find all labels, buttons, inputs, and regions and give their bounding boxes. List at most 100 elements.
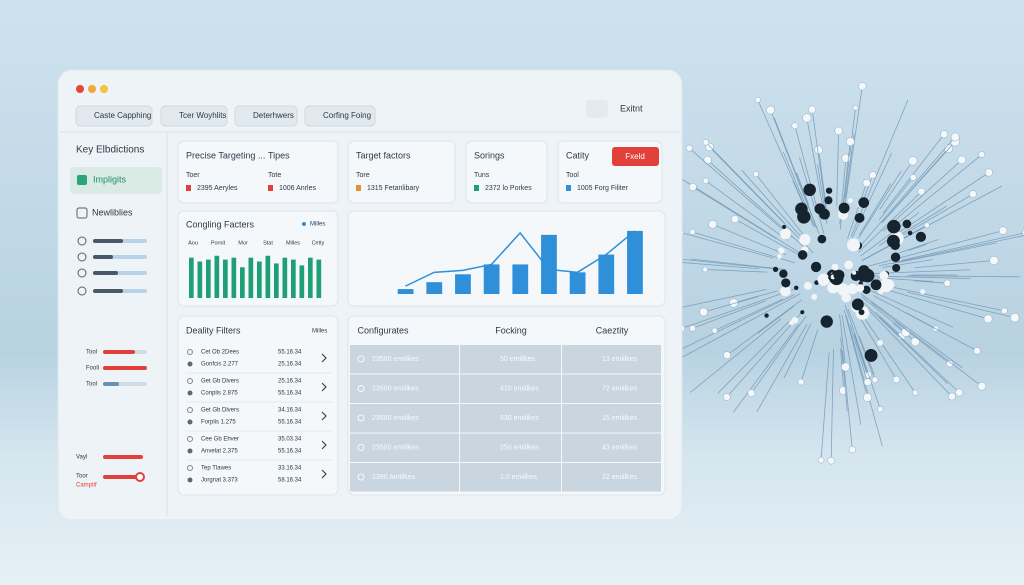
- network-edge: [705, 141, 785, 224]
- slider-track: [103, 455, 143, 459]
- row-number: 25.16.34: [278, 362, 302, 368]
- table-cell-text: 15 emiilkes: [602, 415, 638, 422]
- slider-fill: [93, 289, 123, 293]
- chevron[interactable]: [321, 440, 327, 450]
- bar: [240, 267, 245, 298]
- row-radio[interactable]: [357, 473, 365, 481]
- tab[interactable]: [160, 105, 228, 127]
- network-edge: [690, 258, 787, 270]
- slider-icon: [77, 236, 87, 246]
- network-core-node: [777, 254, 782, 259]
- column-label: Milles: [286, 240, 300, 246]
- row-radio[interactable]: [357, 414, 365, 422]
- row-radio[interactable]: [357, 385, 365, 392]
- nav-item[interactable]: Newliblies: [92, 207, 133, 217]
- network-node: [685, 144, 693, 152]
- tab[interactable]: [304, 105, 376, 127]
- bar: [627, 230, 643, 294]
- network-edge: [882, 133, 945, 214]
- chevron[interactable]: [321, 353, 327, 363]
- row-number: 55.16.34: [278, 350, 302, 356]
- bar: [265, 255, 271, 298]
- table-header: Configurates: [357, 325, 409, 335]
- network-edge: [862, 175, 874, 202]
- table-cell-text: 23500 emiilkes: [372, 444, 419, 451]
- window-dot: [76, 85, 84, 93]
- network-node: [908, 156, 918, 166]
- row-number: 58.16.34: [278, 478, 302, 484]
- table-cell: [562, 463, 661, 492]
- export-button[interactable]: Exitnt: [620, 103, 643, 113]
- table-cell-text: 2390 Amiilkes: [372, 474, 416, 481]
- network-core-node: [858, 197, 870, 208]
- nav-item[interactable]: Impligits: [93, 174, 127, 184]
- list-legend: Milles: [312, 329, 327, 335]
- network-node: [702, 266, 709, 273]
- tab[interactable]: [234, 105, 298, 127]
- network-edge: [908, 244, 927, 251]
- network-edge: [865, 288, 954, 328]
- network-node: [708, 220, 717, 229]
- network-core-node: [795, 202, 808, 216]
- tab-label[interactable]: Tcer Woyhlits: [179, 111, 226, 120]
- tab-label[interactable]: Corfing Foing: [323, 111, 371, 120]
- network-edge: [714, 298, 784, 331]
- row-radio[interactable]: [357, 355, 365, 363]
- network-edge: [894, 321, 951, 364]
- tab-label[interactable]: Caste Capphing: [94, 111, 151, 120]
- bar: [455, 274, 471, 294]
- slider-knob[interactable]: [135, 472, 145, 482]
- network-core-node: [772, 266, 779, 273]
- card-label: Toer: [186, 172, 200, 179]
- window-dot: [100, 85, 108, 93]
- button-label[interactable]: Fxeld: [625, 152, 645, 161]
- table-cell: [460, 345, 561, 374]
- table-cell-text: 1.0 emiilkes: [500, 474, 537, 481]
- row-number: 55.16.34: [278, 449, 302, 455]
- network-node: [978, 151, 986, 158]
- network-node: [877, 406, 884, 413]
- network-edge: [667, 293, 801, 366]
- icon-button[interactable]: [586, 100, 608, 118]
- table-cell: [350, 433, 459, 462]
- network-node: [1001, 307, 1008, 315]
- network-node: [983, 314, 993, 324]
- network-node: [940, 130, 949, 139]
- chevron[interactable]: [321, 382, 327, 392]
- legend-label: Milles: [310, 222, 325, 228]
- network-edge: [703, 296, 759, 313]
- network-edge: [896, 239, 939, 255]
- column-label: Cetty: [312, 240, 325, 246]
- chevron[interactable]: [321, 469, 327, 479]
- column-label: Stat: [263, 240, 273, 246]
- network-node: [711, 327, 718, 334]
- network-edge: [895, 193, 974, 240]
- chevron[interactable]: [321, 411, 327, 421]
- tab-label[interactable]: Deterhwers: [253, 111, 294, 120]
- network-core-node: [803, 183, 816, 197]
- card-icon: [186, 185, 191, 191]
- network-edge: [860, 293, 963, 369]
- row-title: Get Gb Dlvers: [201, 379, 239, 385]
- network-edge: [840, 348, 845, 391]
- bar: [282, 257, 288, 298]
- tab[interactable]: [75, 105, 153, 127]
- slider-track: [103, 475, 143, 479]
- network-node: [984, 168, 993, 177]
- card: [177, 315, 339, 496]
- network-core-node: [920, 289, 926, 295]
- network-node: [852, 104, 859, 111]
- button[interactable]: [612, 147, 659, 166]
- bar: [299, 265, 305, 298]
- bar: [569, 272, 586, 294]
- charts: Congling Facters Milles Aou Pornit Mor Stat Mi…: [186, 219, 643, 298]
- network-core-node: [887, 219, 901, 234]
- row-radio[interactable]: [357, 444, 365, 451]
- table-cell: [460, 374, 561, 403]
- network-node: [924, 222, 930, 228]
- network-core-node: [864, 349, 878, 362]
- network-node: [817, 456, 825, 464]
- network-node: [723, 351, 731, 360]
- bar: [291, 259, 296, 298]
- network-node: [1010, 312, 1020, 323]
